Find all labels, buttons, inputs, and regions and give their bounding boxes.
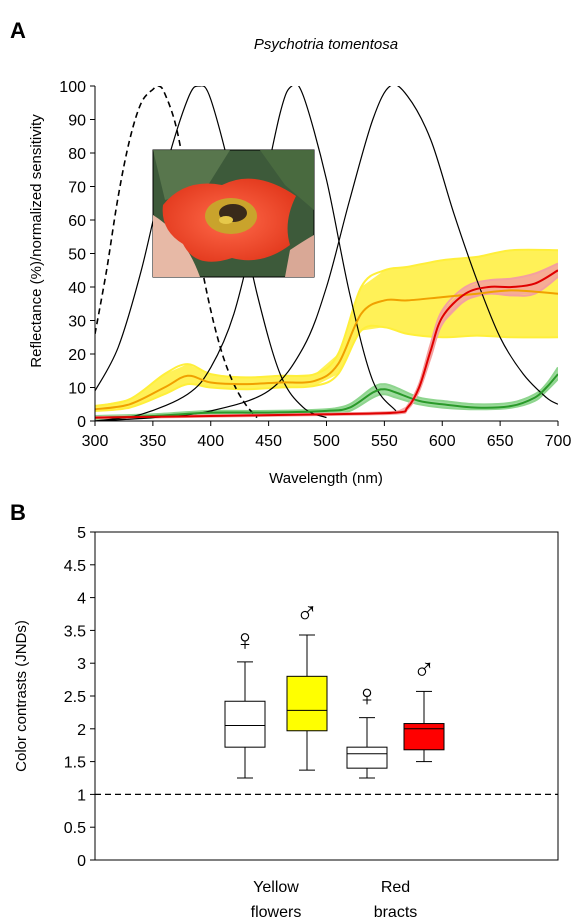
- chart-a-xtick-label: 400: [197, 433, 224, 450]
- box-sex-symbol: ♂: [296, 597, 319, 630]
- chart-a-xtick-label: 700: [545, 433, 572, 450]
- chart-a-ytick-label: 30: [68, 314, 86, 331]
- chart-a-ytick-label: 80: [68, 146, 86, 163]
- chart-b-plot: 0 0.5 1 1.5 2 2.5 3 3.5 4 4.5 5 ♀ ♂ ♀ ♂ Yellow flowers Re…: [64, 525, 559, 921]
- box-2: ♀: [346, 680, 388, 779]
- group-label: Yellow: [253, 879, 299, 896]
- box-body: [403, 723, 445, 751]
- group-label: Red: [381, 879, 410, 896]
- chart-a-ytick-label: 50: [68, 247, 86, 264]
- chart-a-xtick-label: 350: [140, 433, 167, 450]
- panel-label-a: A: [10, 18, 26, 43]
- chart-a-xtick-label: 600: [429, 433, 456, 450]
- reflectance-mean-2: [95, 269, 558, 419]
- chart-a-axes: 0 10 20 30 40 50 60 70 80 90 100 300 350 400 450 500 550…: [59, 79, 571, 450]
- chart-a-title: Psychotria tomentosa: [254, 36, 398, 53]
- chart-b-ytick-label: 3: [77, 656, 86, 673]
- chart-a-xtick-label: 550: [371, 433, 398, 450]
- chart-b-ytick-label: 1.5: [64, 755, 86, 772]
- chart-a-xlabel: Wavelength (nm): [269, 470, 383, 487]
- chart-b-ytick-label: 2.5: [64, 689, 86, 706]
- reflectance-band-0: [95, 250, 558, 411]
- chart-b-ytick-label: 4: [77, 591, 86, 608]
- chart-a-ylabel: Reflectance (%)/normalized sensitivity: [28, 114, 45, 368]
- chart-a-ytick-label: 20: [68, 347, 86, 364]
- reflectance-mean-0: [95, 289, 558, 411]
- chart-b-ytick-label: 2: [77, 722, 86, 739]
- box-body: [346, 746, 388, 769]
- panel-label-b: B: [10, 500, 26, 525]
- chart-a-ytick-label: 0: [77, 414, 86, 431]
- chart-a-xtick-label: 650: [487, 433, 514, 450]
- chart-b-ytick-label: 0: [77, 853, 86, 870]
- box-0: ♀: [224, 624, 266, 779]
- box-sex-symbol: ♂: [413, 653, 436, 686]
- sensitivity-curve-390: [95, 86, 327, 419]
- chart-b-ytick-label: 3.5: [64, 623, 86, 640]
- box-sex-symbol: ♀: [234, 624, 257, 657]
- chart-a-xtick-label: 300: [82, 433, 109, 450]
- group-label: bracts: [374, 904, 418, 921]
- sensitivity-curve-555: [95, 86, 558, 421]
- sensitivity-curve-470: [95, 86, 397, 421]
- chart-b-ytick-label: 5: [77, 525, 86, 542]
- chart-b-ytick-label: 1: [77, 787, 86, 804]
- box-1: ♂: [286, 597, 328, 771]
- box-sex-symbol: ♀: [356, 680, 379, 713]
- reflectance-band-1: [95, 367, 558, 420]
- reflectance-upper-0: [95, 248, 558, 407]
- sensitivity-curve-355: [95, 86, 258, 419]
- reflectance-lower-0: [95, 324, 558, 412]
- chart-a-xtick-label: 450: [255, 433, 282, 450]
- chart-a-ytick-label: 10: [68, 381, 86, 398]
- chart-a-reflectance-lines: [95, 269, 558, 419]
- chart-a-sensitivity-curves: [95, 86, 558, 421]
- chart-a-ytick-label: 60: [68, 213, 86, 230]
- chart-a-xtick-label: 500: [313, 433, 340, 450]
- reflectance-upper-1: [95, 366, 558, 417]
- box-body: [286, 675, 328, 732]
- group-label: flowers: [251, 904, 302, 921]
- chart-b-ytick-label: 4.5: [64, 558, 86, 575]
- reflectance-mean-1: [95, 373, 558, 419]
- chart-a-ytick-label: 40: [68, 280, 86, 297]
- chart-a-ytick-label: 70: [68, 180, 86, 197]
- chart-b-ylabel: Color contrasts (JNDs): [13, 620, 30, 772]
- chart-a-ytick-label: 100: [59, 79, 86, 96]
- chart-b-ytick-label: 0.5: [64, 820, 86, 837]
- chart-a-ytick-label: 90: [68, 113, 86, 130]
- box-body: [224, 700, 266, 748]
- inset-photo: [152, 149, 315, 278]
- box-3: ♂: [403, 653, 445, 763]
